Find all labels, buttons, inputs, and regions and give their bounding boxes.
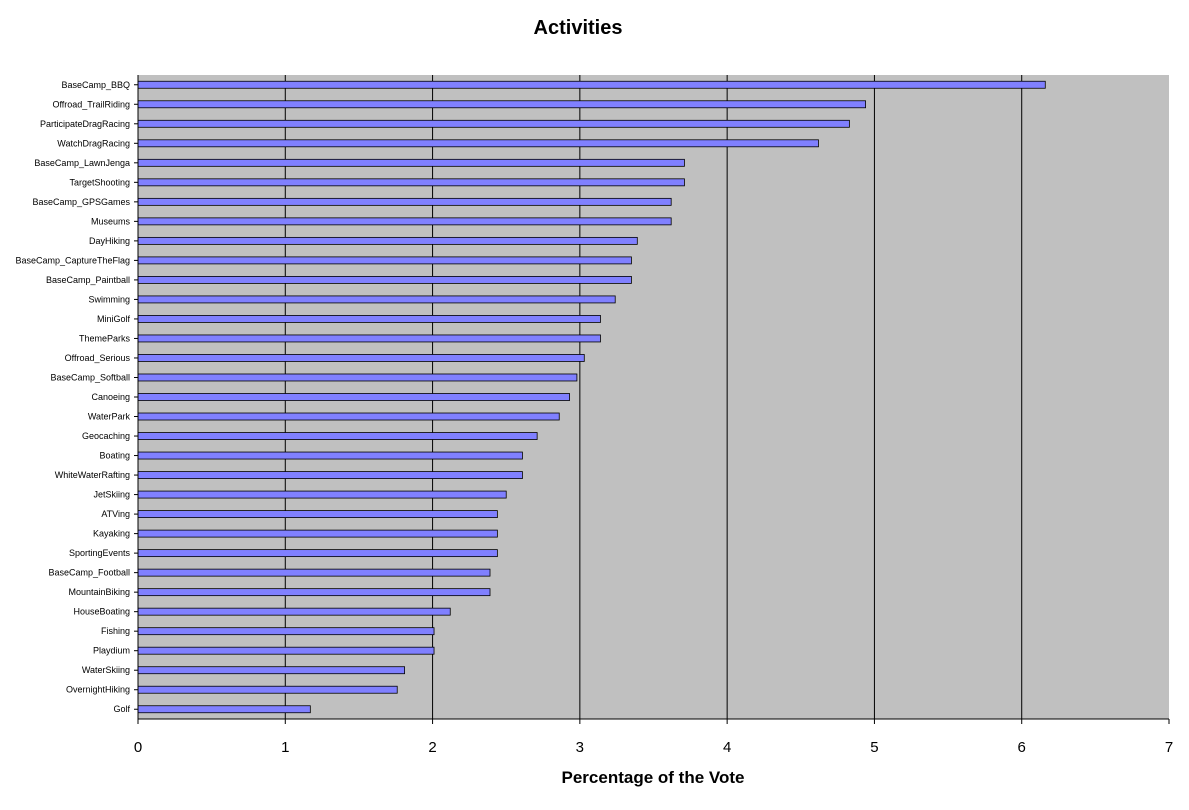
category-label: SportingEvents	[69, 548, 131, 558]
bar	[137, 451, 523, 460]
x-tick-label: 1	[281, 739, 289, 756]
category-label: WaterPark	[88, 412, 131, 422]
bar	[137, 373, 578, 382]
category-label: BaseCamp_GPSGames	[32, 197, 130, 207]
bar	[137, 490, 507, 499]
category-label: Swimming	[88, 294, 130, 304]
bar	[137, 276, 632, 284]
axes	[137, 75, 1169, 720]
bar	[137, 588, 491, 597]
bar	[137, 295, 616, 304]
category-label: Offroad_TrailRiding	[52, 99, 130, 109]
chart-title: Activities	[534, 17, 623, 39]
category-label: Geocaching	[82, 431, 130, 441]
bar	[137, 705, 311, 714]
bar	[137, 685, 398, 694]
x-axis-title: Percentage of the Vote	[562, 768, 745, 787]
bar	[137, 471, 523, 479]
category-label: Golf	[113, 704, 130, 714]
bar	[137, 646, 435, 655]
bar	[137, 568, 491, 577]
category-label: ParticipateDragRacing	[40, 119, 130, 129]
bar	[137, 217, 672, 226]
category-label: Fishing	[101, 626, 130, 636]
category-label: BaseCamp_Softball	[50, 372, 130, 382]
category-label: Playdium	[93, 646, 130, 656]
category-label: WatchDragRacing	[57, 138, 130, 148]
category-label: BaseCamp_Paintball	[46, 275, 130, 285]
category-label: MountainBiking	[68, 587, 130, 597]
category-label: DayHiking	[89, 236, 130, 246]
bar	[137, 666, 405, 675]
category-label: JetSkiing	[93, 490, 130, 500]
category-label: Canoeing	[91, 392, 130, 402]
bar	[137, 256, 632, 265]
category-label: BaseCamp_LawnJenga	[34, 158, 130, 168]
x-tick-label: 4	[723, 739, 731, 756]
category-label: BaseCamp_Football	[48, 568, 130, 578]
category-label: BaseCamp_CaptureTheFlag	[15, 255, 130, 265]
category-label: MiniGolf	[97, 314, 131, 324]
category-labels: BaseCamp_BBQ Offroad_TrailRiding Participa…	[15, 80, 138, 714]
bar	[137, 315, 601, 323]
bar	[137, 236, 638, 245]
category-label: Kayaking	[93, 529, 130, 539]
bar	[137, 119, 850, 128]
bar	[137, 393, 570, 401]
bar	[137, 549, 498, 558]
x-tick-label: 2	[428, 739, 436, 756]
bar	[137, 139, 819, 148]
bar	[137, 432, 538, 440]
category-label: ATVing	[101, 509, 130, 519]
category-label: BaseCamp_BBQ	[61, 80, 130, 90]
x-tick-label: 3	[576, 739, 584, 756]
category-label: OvernightHiking	[66, 685, 130, 695]
category-label: Boating	[99, 451, 130, 461]
category-label: ThemeParks	[79, 333, 131, 343]
x-tick-label: 5	[870, 739, 878, 756]
category-label: TargetShooting	[69, 177, 130, 187]
bar	[137, 607, 451, 616]
category-label: WhiteWaterRafting	[55, 470, 130, 480]
bar	[137, 354, 585, 362]
bar	[137, 412, 560, 421]
bar	[137, 100, 866, 109]
x-tick-label: 6	[1018, 739, 1026, 756]
bar	[137, 334, 601, 343]
category-label: HouseBoating	[73, 607, 130, 617]
bar	[137, 627, 435, 636]
category-label: WaterSkiing	[82, 665, 130, 675]
bar	[137, 80, 1046, 89]
bar	[137, 510, 498, 518]
category-label: Offroad_Serious	[65, 353, 131, 363]
bar	[137, 197, 672, 206]
x-tick-label: 7	[1165, 739, 1173, 756]
bar	[137, 178, 685, 187]
bar	[137, 158, 685, 167]
bar	[137, 529, 498, 538]
category-label: Museums	[91, 216, 131, 226]
x-tick-labels: 0 1 2 3 4 5 6 7	[134, 719, 1173, 756]
x-tick-label: 0	[134, 739, 142, 756]
